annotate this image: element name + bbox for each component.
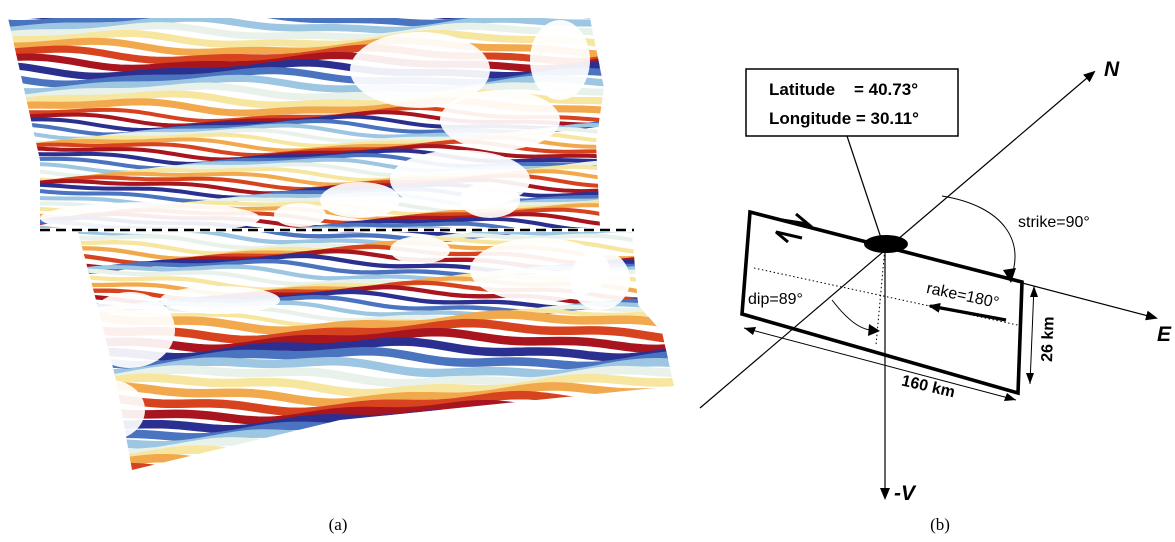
fringe-band (8, 148, 604, 166)
width-arrow-top (1030, 286, 1038, 297)
coherence-gap (75, 380, 145, 440)
fringe-band (78, 373, 674, 398)
coherence-gap (160, 286, 280, 314)
epicenter-longitude: Longitude = 30.11° (769, 109, 919, 128)
fringe-band (8, 18, 604, 35)
coherence-gap (460, 182, 520, 218)
strike-arc-arrowhead (1003, 268, 1016, 283)
coherence-gap (85, 292, 175, 368)
coherence-gap (274, 203, 326, 227)
coherence-gap (320, 182, 400, 218)
panel-a-caption: (a) (329, 515, 348, 534)
fringe-band (8, 74, 604, 96)
fault-geometry-diagram: N E -V Latitude = 40.73° Longitude = 30.… (699, 58, 1172, 505)
plane-dotted-projection (875, 246, 886, 346)
fringe-band (8, 82, 604, 103)
length-arrow-right (1004, 393, 1016, 401)
panel-b-caption: (b) (930, 515, 950, 534)
coherence-gap (530, 20, 590, 100)
interferogram-panel (8, 18, 674, 470)
epicenter-marker (864, 235, 908, 253)
slip-sense-arrow-upper (781, 212, 814, 227)
fringe-band (8, 51, 604, 73)
width-label: 26 km (1039, 316, 1058, 362)
fringe-band (78, 337, 674, 362)
coherence-gap (570, 250, 630, 310)
fault-plane (740, 209, 1024, 396)
coherence-gap (350, 32, 490, 108)
strike-label: strike=90° (1018, 214, 1090, 231)
fringe-band (8, 18, 604, 28)
epicenter-latitude: Latitude = 40.73° (769, 80, 918, 99)
east-axis-label: E (1157, 323, 1172, 346)
fringe-band (8, 37, 604, 58)
fringe-band (78, 232, 674, 243)
vertical-axis-label: -V (894, 482, 917, 505)
slip-sense-arrow-lower (775, 230, 803, 244)
fringe-band (78, 232, 674, 246)
coherence-gap (40, 202, 260, 234)
fringe-band (78, 365, 674, 388)
fringe-band (78, 381, 674, 407)
fringe-band (8, 59, 604, 80)
coherence-gap (390, 236, 450, 264)
epicenter-info-box (745, 68, 959, 137)
dip-arc-arrowhead (868, 324, 880, 336)
rake-arrow (928, 302, 1007, 322)
coherence-gap (440, 90, 560, 150)
fringe-band (78, 462, 674, 470)
width-dimension-line (1029, 285, 1035, 385)
fringe-band (8, 18, 604, 20)
width-arrow-bottom (1026, 373, 1034, 384)
fringe-band (78, 453, 674, 470)
strike-angle-arc (941, 195, 1016, 281)
dip-label: dip=89° (748, 291, 803, 308)
epicenter-leader-line (846, 135, 882, 239)
length-arrow-left (744, 327, 756, 335)
fringe-band (8, 22, 604, 41)
fringe-band (8, 29, 604, 50)
incoherent-gaps (40, 20, 630, 440)
fringe-band (8, 144, 604, 162)
north-axis-label: N (1104, 58, 1120, 81)
length-dimension-line (743, 327, 1017, 401)
